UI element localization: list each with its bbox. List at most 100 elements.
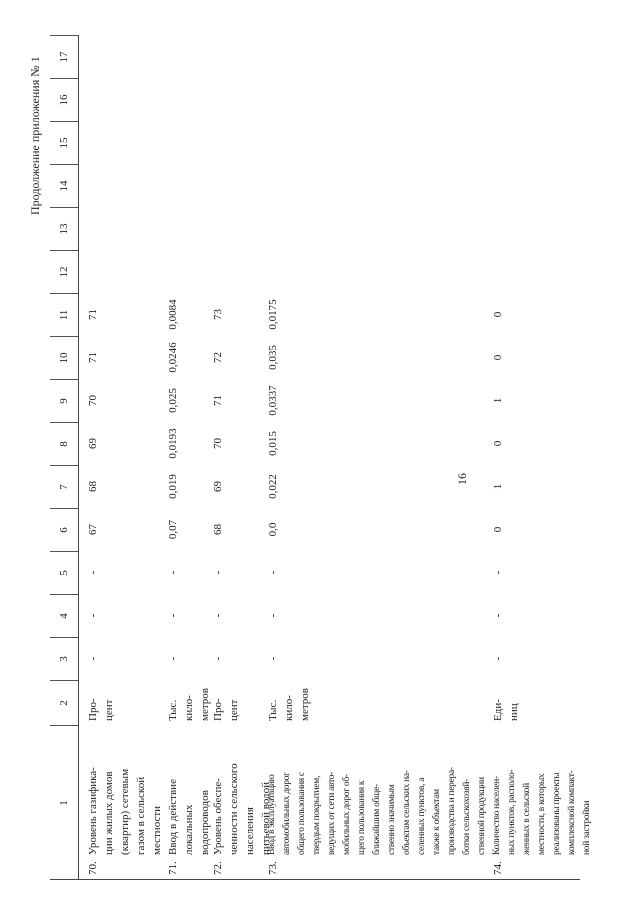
table-edge [50, 879, 580, 880]
value-cell: - [87, 570, 99, 575]
name-line: ботки сельскохозяй- [462, 779, 472, 855]
name-line: Уровень обеспе- [212, 778, 224, 855]
row-number: 72. [212, 861, 224, 875]
value-cell: 73 [212, 309, 224, 320]
column-number: 4 [50, 594, 78, 637]
value-cell: - [167, 570, 179, 575]
value-cell: - [167, 656, 179, 661]
value-cell: 0 [492, 440, 504, 447]
value-cell: 0,0246 [167, 342, 179, 373]
value-cell: 0 [492, 526, 504, 533]
value-cell: 68 [87, 481, 99, 492]
value-cell: - [492, 656, 504, 661]
column-number: 2 [50, 680, 78, 725]
value-cell: 72 [212, 352, 224, 363]
column-number: 13 [50, 207, 78, 250]
name-line: комплексной компакт- [567, 770, 577, 855]
name-line: местности [151, 805, 163, 855]
column-number: 15 [50, 121, 78, 164]
unit-line: ниц [508, 703, 520, 721]
unit-line: кило- [183, 695, 195, 721]
row-number: 70. [87, 861, 99, 875]
value-cell: 69 [212, 481, 224, 492]
value-cell: 71 [87, 309, 99, 320]
column-number: 3 [50, 637, 78, 680]
unit-line: Про- [212, 698, 224, 721]
row-number: 71. [167, 861, 179, 875]
unit-line: метров [299, 688, 311, 721]
row-name: Уровень газифика-ции жилых домов (квартир… [85, 767, 165, 855]
column-number: 8 [50, 422, 78, 465]
continuation-note: Продолжение приложения № 1 [28, 56, 42, 215]
value-cell: - [212, 656, 224, 661]
value-cell: 0 [492, 311, 504, 318]
value-cell: - [212, 613, 224, 618]
name-line: местности, в которых [537, 773, 547, 855]
row-number: 74. [492, 861, 504, 875]
name-line: населения [244, 807, 256, 855]
value-cell: 0,0084 [167, 299, 179, 330]
row-name: Ввод в эксплуатацию автомобильных дорог об… [265, 767, 490, 855]
column-number: 7 [50, 465, 78, 508]
column-number: 9 [50, 379, 78, 422]
column-number: 12 [50, 250, 78, 293]
row-unit: Тыс. кило-метров [265, 688, 313, 721]
name-line: производства и перера- [447, 767, 457, 855]
row-unit: Про-цент [85, 698, 117, 721]
name-line: твердым покрытием, [312, 775, 322, 855]
value-cell: 0,025 [167, 388, 179, 413]
name-line: общего пользования с [297, 772, 307, 855]
name-line: селенных пунктов, а [417, 777, 427, 855]
page-number: 16 [455, 473, 469, 485]
unit-line: цент [103, 699, 115, 721]
name-line: ченности сельского [228, 763, 240, 855]
value-cell: 71 [212, 395, 224, 406]
value-cell: 1 [492, 483, 504, 490]
value-cell: 0,0175 [267, 299, 279, 330]
name-line: ственно значимым [387, 784, 397, 855]
name-line: газом в сельской [135, 776, 147, 855]
name-line: Ввод в действие [167, 779, 179, 855]
name-line: щего пользования к [357, 780, 367, 855]
name-line: Количество населен- [492, 776, 502, 855]
value-cell: 69 [87, 438, 99, 449]
unit-line: Тыс. [267, 699, 279, 721]
value-cell: 70 [87, 395, 99, 406]
value-cell: - [492, 613, 504, 618]
name-line: ных пунктов, располо- [507, 769, 517, 855]
value-cell: - [212, 570, 224, 575]
name-line: автомобильных дорог [282, 772, 292, 855]
name-line: также к объектам [432, 789, 442, 855]
value-cell: 0,035 [267, 345, 279, 370]
value-cell: 0,0 [267, 522, 279, 537]
value-cell: - [267, 570, 279, 575]
column-number: 5 [50, 551, 78, 594]
value-cell: - [492, 570, 504, 575]
value-cell: 70 [212, 438, 224, 449]
value-cell: 67 [87, 524, 99, 535]
row-unit: Еди-ниц [490, 699, 522, 721]
name-line: ной застройки [582, 800, 592, 855]
header-rule [78, 35, 79, 880]
name-line: ции жилых домов [103, 771, 115, 855]
name-line: ближайшим обще- [372, 784, 382, 855]
column-number: 6 [50, 508, 78, 551]
column-number: 10 [50, 336, 78, 379]
value-cell: - [267, 613, 279, 618]
column-number: 16 [50, 78, 78, 121]
unit-line: Тыс. [167, 699, 179, 721]
column-number: 17 [50, 35, 78, 78]
value-cell: - [267, 656, 279, 661]
value-cell: - [87, 613, 99, 618]
value-cell: 0 [492, 354, 504, 361]
unit-line: Еди- [492, 699, 504, 721]
value-cell: 0,0193 [167, 428, 179, 459]
row-name: Количество населен-ных пунктов, располо-… [490, 770, 595, 855]
row-unit: Про-цент [210, 698, 242, 721]
value-cell: 0,0337 [267, 385, 279, 416]
name-line: локальных [183, 804, 195, 855]
unit-line: Про- [87, 698, 99, 721]
column-number: 1 [50, 725, 78, 880]
column-number: 14 [50, 164, 78, 207]
